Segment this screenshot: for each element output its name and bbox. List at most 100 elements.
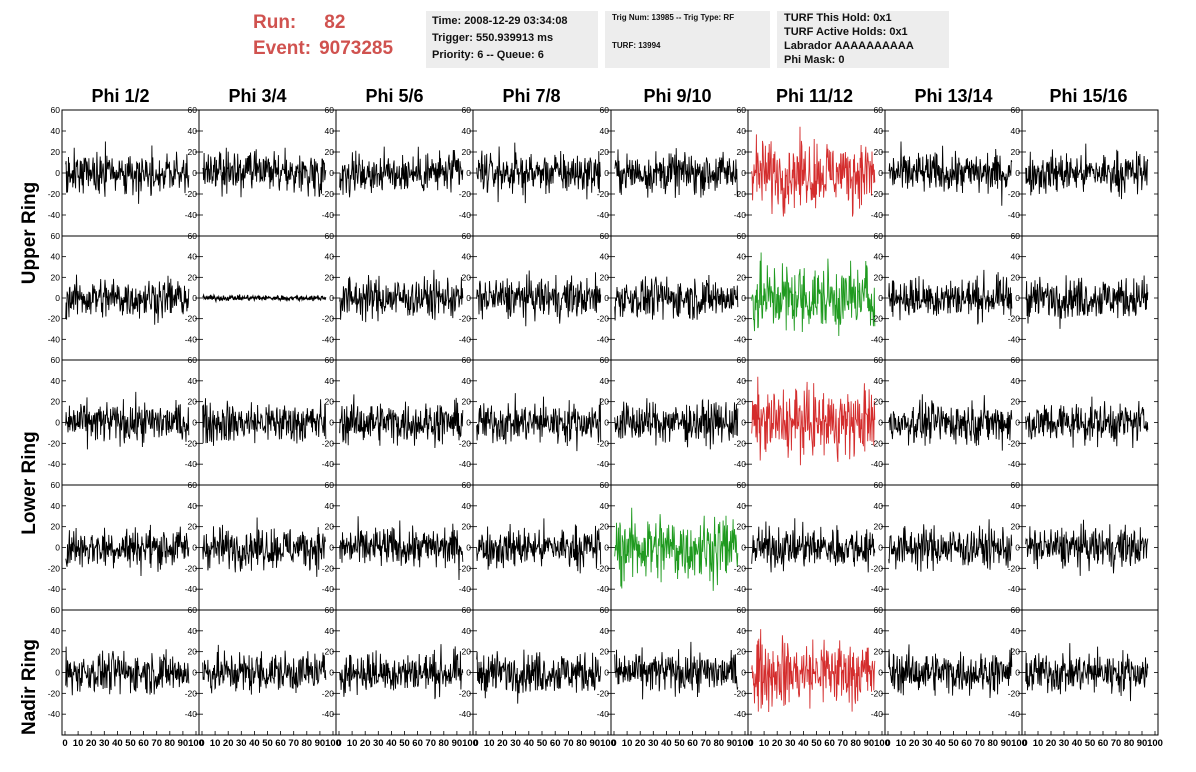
run-event-block: Run: 82 Event: 9073285 (253, 10, 393, 62)
x-tick-label: 30 (1059, 738, 1070, 749)
y-tick-label: 20 (51, 397, 61, 407)
waveform-trace (202, 517, 327, 577)
y-tick-label: 0 (1015, 668, 1020, 678)
column-title-phi-15-16: Phi 15/16 (1049, 86, 1128, 106)
y-tick-label: 20 (188, 522, 198, 532)
y-tick-label: 0 (192, 293, 197, 303)
waveform-trace (476, 518, 602, 574)
x-tick-label: 80 (851, 738, 862, 749)
y-tick-label: -40 (322, 459, 335, 469)
y-tick-label: -20 (185, 688, 198, 698)
y-tick-label: -20 (1008, 438, 1021, 448)
y-tick-label: 60 (874, 480, 884, 490)
y-tick-label: 0 (192, 168, 197, 178)
y-tick-label: 60 (600, 480, 610, 490)
y-tick-label: -40 (734, 584, 747, 594)
y-tick-label: 60 (188, 231, 198, 241)
y-tick-label: 0 (329, 543, 334, 553)
x-tick-label: 20 (223, 738, 234, 749)
y-tick-label: 40 (874, 626, 884, 636)
x-tick-label: 60 (824, 738, 835, 749)
x-tick-label: 40 (1072, 738, 1083, 749)
y-tick-label: 40 (325, 126, 335, 136)
y-tick-label: -20 (48, 563, 61, 573)
x-tick-label: 50 (1085, 738, 1096, 749)
x-tick-label: 60 (687, 738, 698, 749)
x-tick-label: 60 (412, 738, 423, 749)
x-tick-label: 80 (439, 738, 450, 749)
waveform-trace (476, 142, 602, 204)
turf-info-box: TURF This Hold: 0x1 TURF Active Holds: 0… (777, 11, 949, 68)
y-tick-label: -40 (1008, 459, 1021, 469)
x-tick-label: 10 (73, 738, 84, 749)
y-tick-label: 40 (462, 501, 472, 511)
y-tick-label: 20 (737, 522, 747, 532)
y-tick-label: -40 (871, 584, 884, 594)
y-tick-label: -20 (322, 563, 335, 573)
y-tick-label: 20 (737, 397, 747, 407)
y-tick-label: 0 (878, 168, 883, 178)
y-tick-label: 40 (462, 252, 472, 262)
y-tick-label: 60 (737, 231, 747, 241)
y-tick-label: -20 (871, 314, 884, 324)
waveform-trace (339, 394, 464, 449)
waveform-trace (751, 518, 876, 573)
y-tick-label: -20 (185, 438, 198, 448)
y-tick-label: -20 (597, 563, 610, 573)
y-tick-label: 20 (188, 397, 198, 407)
y-tick-label: 40 (51, 626, 61, 636)
y-tick-label: 20 (462, 147, 472, 157)
x-tick-label: 10 (622, 738, 633, 749)
waveform-trace (751, 376, 876, 466)
y-tick-label: 20 (188, 647, 198, 657)
y-tick-label: -20 (597, 438, 610, 448)
y-tick-label: -20 (322, 688, 335, 698)
x-tick-label: 40 (249, 738, 260, 749)
x-tick-label: 50 (262, 738, 273, 749)
waveform-trace (888, 269, 1013, 325)
waveform-trace (614, 148, 739, 198)
waveform-trace (888, 141, 1013, 206)
waveform-trace (614, 398, 739, 450)
y-tick-label: 60 (188, 105, 198, 115)
y-tick-label: -40 (871, 334, 884, 344)
x-tick-label: 30 (510, 738, 521, 749)
y-tick-label: 60 (51, 480, 61, 490)
x-tick-label: 100 (325, 738, 341, 749)
waveform-trace (614, 507, 739, 591)
y-tick-label: -20 (322, 189, 335, 199)
y-tick-label: -20 (871, 688, 884, 698)
y-tick-label: -40 (185, 709, 198, 719)
waveform-trace (202, 644, 327, 695)
y-tick-label: 40 (1011, 376, 1021, 386)
y-tick-label: 60 (1011, 105, 1021, 115)
x-tick-label: 20 (772, 738, 783, 749)
y-tick-label: 40 (600, 376, 610, 386)
x-tick-label: 50 (399, 738, 410, 749)
y-tick-label: 40 (874, 252, 884, 262)
x-tick-label: 60 (1098, 738, 1109, 749)
waveform-trace (1025, 143, 1149, 200)
phi-mask-text: Phi Mask: 0 (784, 54, 845, 66)
x-tick-label: 80 (576, 738, 587, 749)
y-tick-label: 60 (462, 231, 472, 241)
y-tick-label: -40 (734, 334, 747, 344)
y-tick-label: 0 (192, 543, 197, 553)
waveform-trace (614, 641, 739, 700)
x-tick-label: 70 (425, 738, 436, 749)
y-tick-label: 60 (1011, 231, 1021, 241)
x-tick-label: 100 (600, 738, 616, 749)
waveform-trace (888, 519, 1013, 572)
x-tick-label: 80 (165, 738, 176, 749)
y-tick-label: 40 (188, 501, 198, 511)
x-tick-label: 80 (714, 738, 725, 749)
y-tick-label: 60 (462, 355, 472, 365)
x-tick-label: 40 (661, 738, 672, 749)
y-tick-label: 40 (874, 376, 884, 386)
trigger-info-box: Trig Num: 13985 -- Trig Type: RF TURF: 1… (605, 11, 770, 68)
y-tick-label: -20 (597, 688, 610, 698)
x-tick-label: 70 (288, 738, 299, 749)
y-tick-label: 20 (874, 522, 884, 532)
y-tick-label: 0 (329, 418, 334, 428)
y-tick-label: -40 (459, 210, 472, 220)
